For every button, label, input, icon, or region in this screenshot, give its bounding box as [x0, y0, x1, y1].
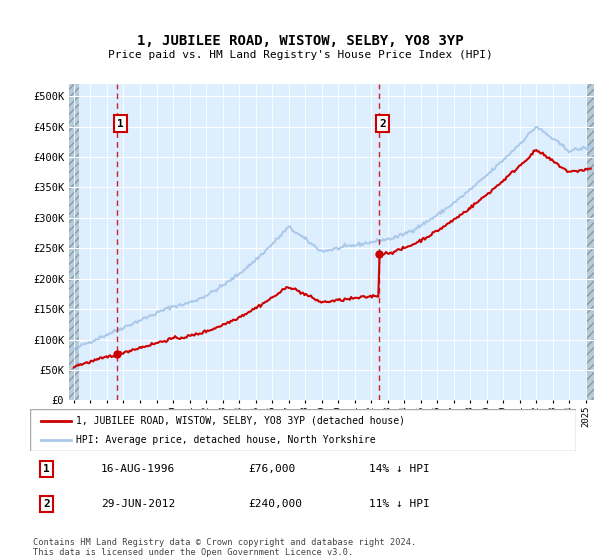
- Text: HPI: Average price, detached house, North Yorkshire: HPI: Average price, detached house, Nort…: [76, 435, 376, 445]
- Text: 16-AUG-1996: 16-AUG-1996: [101, 464, 175, 474]
- Text: 1, JUBILEE ROAD, WISTOW, SELBY, YO8 3YP (detached house): 1, JUBILEE ROAD, WISTOW, SELBY, YO8 3YP …: [76, 416, 406, 426]
- Text: 1: 1: [117, 119, 124, 129]
- Text: 1: 1: [43, 464, 50, 474]
- Text: Price paid vs. HM Land Registry's House Price Index (HPI): Price paid vs. HM Land Registry's House …: [107, 50, 493, 60]
- Text: 11% ↓ HPI: 11% ↓ HPI: [368, 499, 429, 509]
- Text: Contains HM Land Registry data © Crown copyright and database right 2024.
This d: Contains HM Land Registry data © Crown c…: [33, 538, 416, 557]
- Text: £76,000: £76,000: [248, 464, 296, 474]
- Text: 1, JUBILEE ROAD, WISTOW, SELBY, YO8 3YP: 1, JUBILEE ROAD, WISTOW, SELBY, YO8 3YP: [137, 34, 463, 48]
- Text: 2: 2: [43, 499, 50, 509]
- Text: 2: 2: [379, 119, 386, 129]
- Text: 29-JUN-2012: 29-JUN-2012: [101, 499, 175, 509]
- Text: £240,000: £240,000: [248, 499, 302, 509]
- FancyBboxPatch shape: [30, 409, 576, 451]
- Text: 14% ↓ HPI: 14% ↓ HPI: [368, 464, 429, 474]
